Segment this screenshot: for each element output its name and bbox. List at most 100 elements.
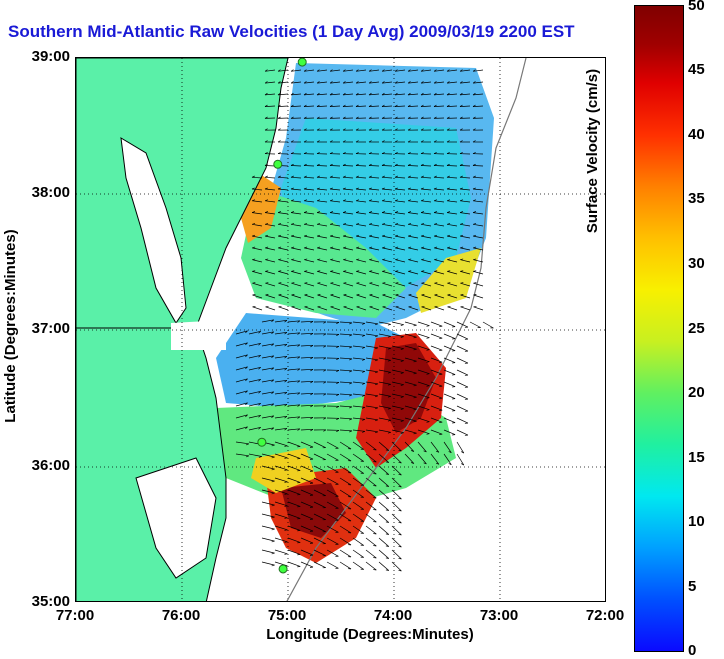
velocity-arrow [459,176,471,179]
velocity-arrow-head [278,234,282,237]
velocity-arrow-head [245,414,248,418]
velocity-arrow [391,429,404,434]
velocity-arrow [378,417,391,421]
velocity-arrow-head [426,337,430,339]
velocity-arrow-head [446,152,450,155]
velocity-arrow-head [434,270,438,272]
velocity-arrow [391,453,402,464]
velocity-arrow-head [297,506,301,508]
velocity-arrow-head [291,282,295,284]
velocity-arrow [378,393,391,397]
velocity-arrow [274,513,288,519]
velocity-arrow [287,513,301,519]
velocity-arrow [382,212,393,215]
velocity-arrow-head [316,199,321,202]
velocity-arrow [460,259,471,263]
velocity-arrow [352,417,365,420]
velocity-arrow-head [400,432,404,434]
velocity-arrow-head [382,282,386,284]
velocity-arrow [472,105,484,107]
velocity-arrow-head [271,516,275,519]
velocity-arrow-head [303,128,307,131]
velocity-arrow-head [382,294,386,296]
velocity-map [76,58,605,601]
velocity-arrow [456,369,469,376]
velocity-arrow [443,345,456,351]
velocity-arrow [382,200,393,203]
velocity-arrow [365,357,378,361]
velocity-arrow [460,200,471,203]
velocity-arrow-head [373,461,377,463]
velocity-arrow-head [472,69,476,72]
velocity-arrow [394,165,406,167]
velocity-arrow [408,223,419,227]
velocity-arrow [417,381,430,387]
velocity-arrow-head [310,369,314,372]
velocity-arrow-head [303,140,307,143]
velocity-arrow-head [433,152,437,155]
velocity-arrow-head [398,545,402,548]
velocity-arrow [261,489,275,494]
velocity-arrow-head [316,223,321,225]
velocity-arrow [352,345,365,348]
velocity-arrow [274,415,287,419]
velocity-arrow-head [433,199,438,202]
velocity-arrow-head [435,462,440,465]
velocity-arrow [287,368,300,371]
velocity-arrow [420,165,432,167]
velocity-arrow-head [398,449,402,452]
velocity-arrow-head [433,104,437,107]
velocity-arrow [369,306,380,311]
station-4-marker [278,564,288,574]
x-tick-label: 75:00 [267,607,307,624]
velocity-arrow [460,81,471,84]
velocity-arrow [313,513,326,521]
velocity-arrow-head [258,367,261,370]
velocity-arrow [356,271,367,275]
velocity-arrow-head [329,223,334,225]
velocity-arrow [365,441,377,451]
velocity-arrow [404,417,417,422]
velocity-arrow [316,93,328,96]
velocity-arrow [252,282,263,287]
velocity-arrow-head [420,187,424,190]
velocity-arrow [261,319,274,323]
velocity-arrow [378,369,391,373]
velocity-arrow-head [408,258,412,261]
velocity-arrow-head [433,116,437,119]
x-tick-label: 74:00 [373,607,413,624]
velocity-arrow [300,549,314,556]
velocity-arrow [473,235,484,239]
velocity-arrow-head [433,223,438,225]
velocity-arrow-head [342,223,347,225]
velocity-arrow-head [407,187,411,190]
velocity-arrow [339,561,352,570]
velocity-arrow-head [446,116,450,119]
velocity-arrow [339,393,353,396]
velocity-arrow [278,235,289,239]
velocity-arrow [355,165,367,167]
velocity-arrow [365,465,377,475]
velocity-arrow [300,380,314,383]
velocity-arrow [287,441,301,447]
velocity-arrow-head [342,175,346,178]
velocity-arrow [274,441,288,447]
velocity-arrow [326,441,339,449]
velocity-arrow-head [316,140,320,143]
velocity-arrow-head [369,234,373,237]
velocity-arrow [339,453,352,462]
velocity-arrow-head [336,381,340,385]
velocity-arrow-head [284,428,288,431]
velocity-arrow-head [413,360,417,363]
velocity-arrow-head [355,69,359,72]
velocity-arrow-head [355,163,359,166]
velocity-arrow-head [277,92,281,96]
velocity-arrow [278,69,289,72]
velocity-arrow [420,93,432,96]
velocity-arrow-head [349,358,353,361]
velocity-arrow [404,369,417,374]
velocity-arrow-head [385,461,389,463]
velocity-arrow-head [387,431,391,434]
velocity-arrow [404,393,417,398]
velocity-arrow-head [369,305,373,308]
